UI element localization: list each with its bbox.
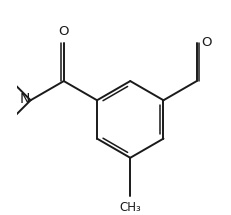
Text: O: O [202,36,212,49]
Text: O: O [58,25,69,38]
Text: N: N [19,92,30,106]
Text: CH₃: CH₃ [119,201,141,214]
